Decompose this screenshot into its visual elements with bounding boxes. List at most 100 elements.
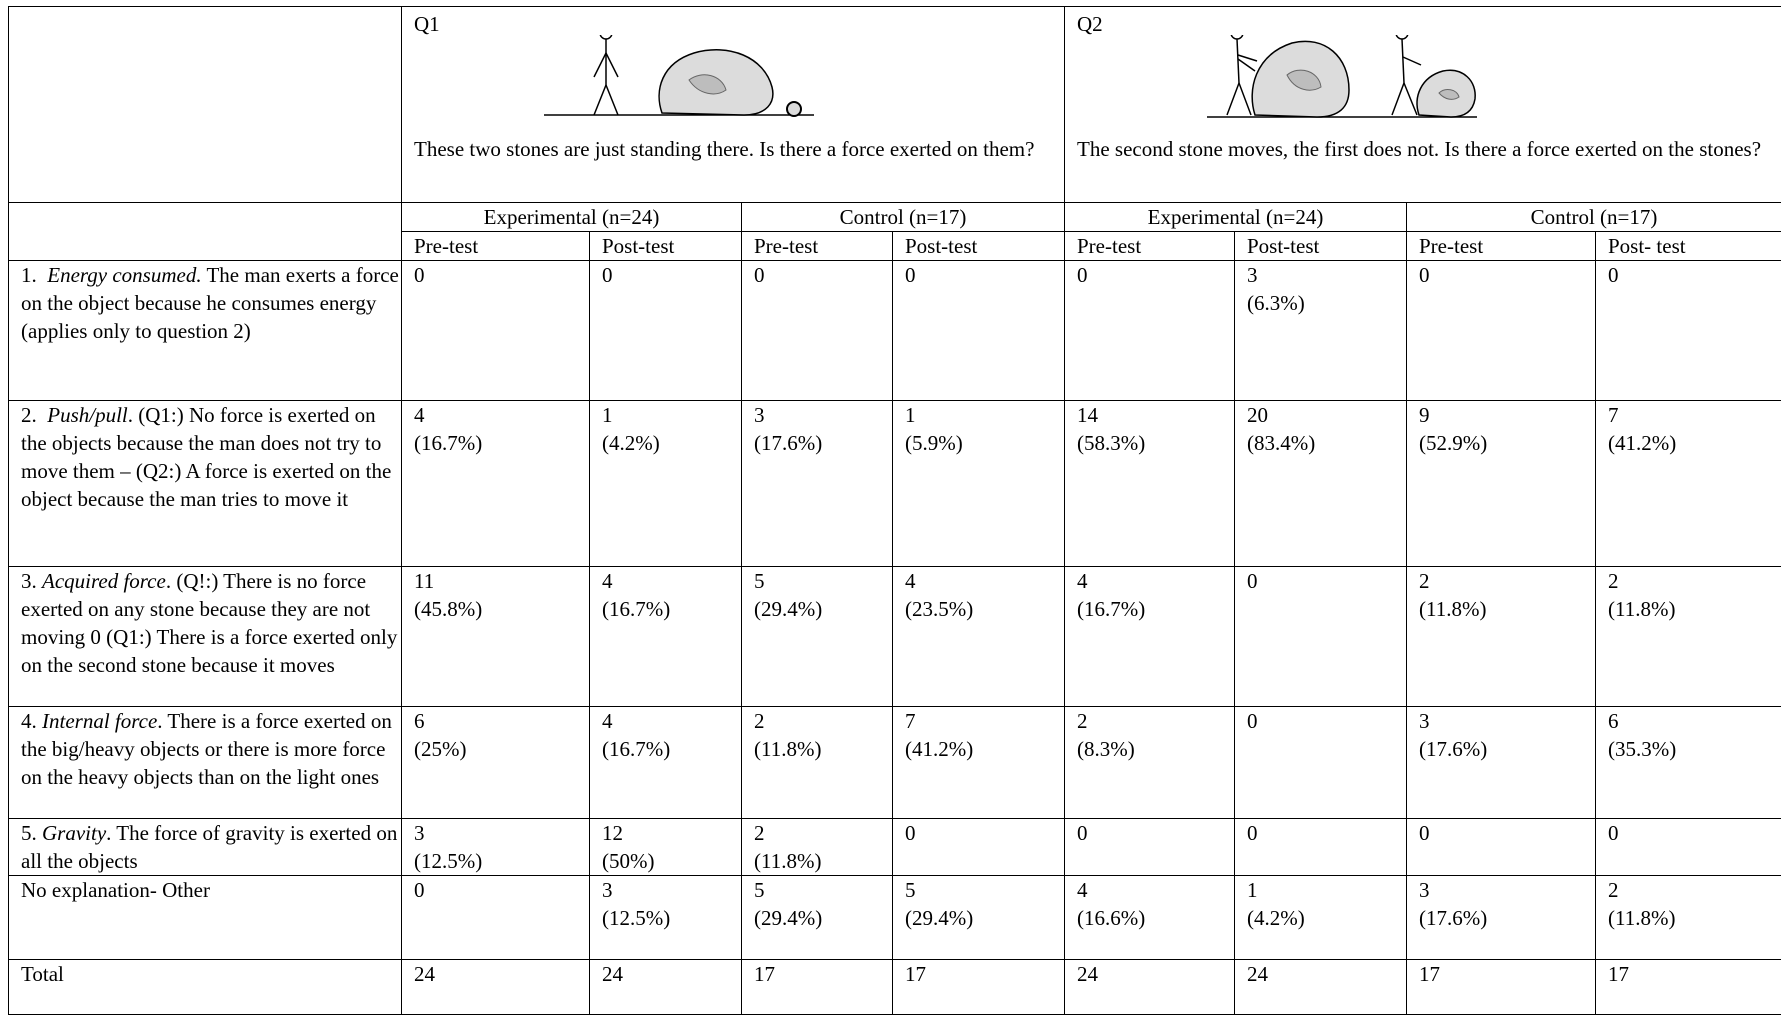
subheader-cell: Pre-test <box>402 232 590 261</box>
count-value: 2 <box>1608 567 1781 595</box>
count-value: 7 <box>1608 401 1781 429</box>
count-value: 7 <box>905 707 1064 735</box>
data-cell: 0 <box>402 261 590 401</box>
subheader-cell: Pre-test <box>1065 232 1235 261</box>
percent-value: (17.6%) <box>1419 735 1595 763</box>
group-header: Experimental (n=24) <box>1065 203 1407 232</box>
data-cell: 7(41.2%) <box>893 707 1065 819</box>
count-value: 12 <box>602 819 741 847</box>
percent-value: (12.5%) <box>414 847 589 875</box>
count-value: 1 <box>1247 876 1406 904</box>
count-value: 3 <box>1419 876 1595 904</box>
count-value: 4 <box>1077 567 1234 595</box>
count-value: 0 <box>1077 261 1234 289</box>
percent-value: (35.3%) <box>1608 735 1781 763</box>
count-value: 4 <box>602 707 741 735</box>
category-name: Energy consumed. <box>47 263 201 287</box>
percent-value: (16.6%) <box>1077 904 1234 932</box>
percent-value: (5.9%) <box>905 429 1064 457</box>
data-cell: 5(29.4%) <box>742 567 893 707</box>
data-cell: 5(29.4%) <box>742 876 893 960</box>
category-cell: 3. Acquired force. (Q!:) There is no for… <box>9 567 402 707</box>
count-value: 2 <box>1608 876 1781 904</box>
total-row: Total 24 24 17 17 24 24 17 17 <box>9 960 1781 1015</box>
data-cell: 0 <box>893 819 1065 876</box>
total-value: 24 <box>402 960 590 1015</box>
count-value: 3 <box>414 819 589 847</box>
data-cell: 9(52.9%) <box>1407 401 1596 567</box>
table-row: No explanation- Other 0 3(12.5%) 5(29.4%… <box>9 876 1781 960</box>
count-value: 0 <box>1419 261 1595 289</box>
count-value: 3 <box>602 876 741 904</box>
q2-illustration <box>1077 35 1781 135</box>
data-cell: 3(17.6%) <box>1407 876 1596 960</box>
data-cell: 5(29.4%) <box>893 876 1065 960</box>
q2-men-pushing-stones-image <box>1207 35 1507 135</box>
data-cell: 2(11.8%) <box>742 707 893 819</box>
q2-cell: Q2 <box>1065 7 1781 203</box>
q2-question-text: The second stone moves, the first does n… <box>1077 135 1781 163</box>
data-cell: 4(16.7%) <box>1065 567 1235 707</box>
count-value: 0 <box>1077 819 1234 847</box>
table-row: 3. Acquired force. (Q!:) There is no for… <box>9 567 1781 707</box>
total-value: 24 <box>590 960 742 1015</box>
percent-value: (17.6%) <box>754 429 892 457</box>
percent-value: (11.8%) <box>754 847 892 875</box>
percent-value: (11.8%) <box>1419 595 1595 623</box>
table-row: 2. Push/pull. (Q1:) No force is exerted … <box>9 401 1781 567</box>
total-value: 17 <box>1407 960 1596 1015</box>
count-value: 0 <box>414 876 589 904</box>
subheader-cell: Post-test <box>590 232 742 261</box>
percent-value: (45.8%) <box>414 595 589 623</box>
data-cell: 4(16.6%) <box>1065 876 1235 960</box>
data-cell: 0 <box>893 261 1065 401</box>
category-name: Internal force <box>42 709 157 733</box>
data-cell: 3(12.5%) <box>590 876 742 960</box>
count-value: 2 <box>754 819 892 847</box>
group-header: Experimental (n=24) <box>402 203 742 232</box>
data-cell: 3(17.6%) <box>742 401 893 567</box>
q2-label: Q2 <box>1077 13 1781 35</box>
data-cell: 20(83.4%) <box>1235 401 1407 567</box>
category-description: No explanation- Other <box>21 878 210 902</box>
count-value: 4 <box>905 567 1064 595</box>
empty-header-cell <box>9 203 402 261</box>
data-cell: 0 <box>742 261 893 401</box>
count-value: 14 <box>1077 401 1234 429</box>
category-number: 1. <box>21 263 37 287</box>
count-value: 20 <box>1247 401 1406 429</box>
count-value: 11 <box>414 567 589 595</box>
count-value: 6 <box>414 707 589 735</box>
percent-value: (11.8%) <box>1608 595 1781 623</box>
count-value: 1 <box>602 401 741 429</box>
percent-value: (58.3%) <box>1077 429 1234 457</box>
table-row: 4. Internal force. There is a force exer… <box>9 707 1781 819</box>
total-value: 17 <box>893 960 1065 1015</box>
data-cell: 0 <box>1596 261 1781 401</box>
count-value: 2 <box>1077 707 1234 735</box>
count-value: 4 <box>602 567 741 595</box>
data-cell: 0 <box>1407 819 1596 876</box>
total-value: 17 <box>1596 960 1781 1015</box>
count-value: 0 <box>905 819 1064 847</box>
percent-value: (16.7%) <box>602 595 741 623</box>
percent-value: (16.7%) <box>1077 595 1234 623</box>
category-cell: 4. Internal force. There is a force exer… <box>9 707 402 819</box>
data-cell: 2(11.8%) <box>1407 567 1596 707</box>
q1-man-and-stones-image <box>544 35 844 135</box>
data-cell: 1(5.9%) <box>893 401 1065 567</box>
percent-value: (52.9%) <box>1419 429 1595 457</box>
count-value: 0 <box>602 261 741 289</box>
data-cell: 0 <box>1596 819 1781 876</box>
percent-value: (83.4%) <box>1247 429 1406 457</box>
table-row: 5. Gravity. The force of gravity is exer… <box>9 819 1781 876</box>
data-cell: 2(11.8%) <box>742 819 893 876</box>
count-value: 6 <box>1608 707 1781 735</box>
category-name: Push/pull <box>47 403 128 427</box>
percent-value: (29.4%) <box>905 904 1064 932</box>
category-name: Gravity <box>42 821 106 845</box>
question-row: Q1 These two stones ar <box>9 7 1781 203</box>
group-header: Control (n=17) <box>1407 203 1781 232</box>
data-cell: 3(6.3%) <box>1235 261 1407 401</box>
count-value: 0 <box>414 261 589 289</box>
